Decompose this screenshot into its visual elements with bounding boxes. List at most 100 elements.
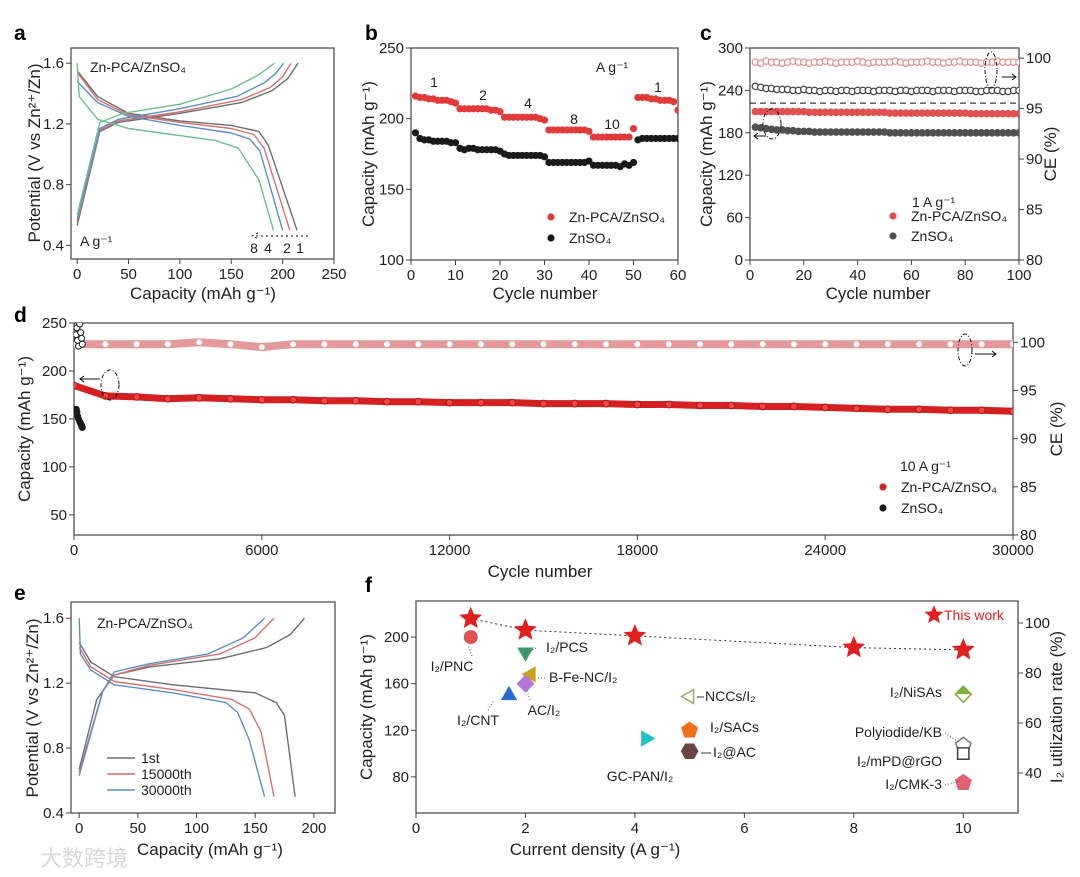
- x-tick-label: 30000: [992, 542, 1034, 559]
- reference-label: Polyiodide/KB: [855, 724, 942, 740]
- data-point: [758, 340, 767, 349]
- legend-star-icon-outline: [924, 605, 944, 624]
- y-tick-label: 1.2: [43, 675, 64, 692]
- y-axis-label: Capacity (mAh g⁻¹): [357, 634, 376, 780]
- reference-point-outline: [516, 674, 535, 693]
- axis-indicator-ellipse: [984, 51, 998, 89]
- data-point: [76, 323, 84, 328]
- y2-axis-label: CE (%): [1047, 402, 1066, 457]
- plot-area: [459, 606, 975, 790]
- y-tick-label: 150: [379, 181, 404, 198]
- panel-label-b: b: [365, 22, 378, 45]
- data-point: [77, 329, 85, 337]
- y-tick-label: 150: [42, 411, 67, 428]
- x-axis-label: Cycle number: [826, 284, 931, 303]
- data-point: [629, 124, 638, 133]
- data-point: [1015, 58, 1019, 66]
- panel-label-f: f: [365, 574, 373, 597]
- annotation-label: Zn-PCA/ZnSO₄: [97, 615, 193, 631]
- data-point: [664, 340, 673, 349]
- legend-label: Zn-PCA/ZnSO₄: [911, 208, 1007, 224]
- data-point: [195, 393, 204, 402]
- legend-label: Zn-PCA/ZnSO₄: [569, 209, 665, 225]
- right-arrow-icon: [975, 350, 997, 358]
- data-point: [1015, 109, 1019, 118]
- data-point: [257, 395, 266, 404]
- series-line: [78, 617, 266, 773]
- series-line: [76, 62, 275, 216]
- annotation-label: A g⁻¹: [80, 233, 113, 249]
- data-point: [883, 340, 892, 349]
- series-line: [76, 62, 285, 220]
- data-point: [101, 392, 110, 400]
- data-point: [727, 401, 736, 410]
- x-axis-label: Cycle number: [488, 562, 593, 581]
- x-tick-label: 40: [849, 267, 866, 284]
- data-point: [674, 134, 678, 143]
- plot-area: [750, 57, 1019, 137]
- panel-label-c: c: [700, 22, 712, 45]
- reference-point-outline: [681, 721, 699, 738]
- y-tick-label: 250: [379, 40, 404, 57]
- y-tick-label: 200: [42, 363, 67, 380]
- legend-label: ZnSO₄: [569, 230, 612, 246]
- data-point: [915, 340, 923, 349]
- data-point: [727, 340, 736, 349]
- data-point: [664, 400, 673, 409]
- data-point: [602, 340, 610, 349]
- x-tick-label: 50: [120, 266, 137, 283]
- data-point: [78, 334, 86, 342]
- data-point: [496, 108, 504, 116]
- annotation-label: 2: [283, 240, 291, 256]
- legend-marker: [879, 483, 887, 491]
- data-point: [508, 340, 517, 349]
- data-point: [78, 424, 86, 432]
- x-tick-label: 200: [270, 266, 295, 283]
- annotation-label: 4: [264, 240, 272, 256]
- data-point: [383, 340, 391, 349]
- plot-frame: [73, 322, 1014, 536]
- annotation-label: 1 A g⁻¹: [912, 194, 956, 210]
- y-tick-label: 60: [726, 210, 743, 227]
- reference-label: B-Fe-NC/I₂: [549, 669, 617, 685]
- data-point: [508, 398, 517, 407]
- y2-tick-label: 100: [1026, 50, 1051, 67]
- x-tick-label: 12000: [429, 542, 471, 559]
- this-work-star: [842, 635, 866, 658]
- data-point: [1015, 86, 1019, 95]
- reference-point: [463, 630, 478, 645]
- y-tick-label: 0.4: [43, 237, 64, 254]
- x-tick-label: 20: [795, 267, 812, 284]
- y2-tick-label: 95: [1026, 101, 1043, 118]
- data-point: [445, 398, 454, 407]
- x-tick-label: 30: [536, 267, 553, 284]
- data-point: [674, 106, 678, 114]
- reference-point-outline: [500, 685, 518, 701]
- y2-tick-label: 85: [1026, 202, 1043, 219]
- reference-point: [956, 747, 970, 761]
- y-tick-label: 160: [384, 676, 409, 693]
- annotation-label: Zn-PCA/ZnSO₄: [90, 59, 186, 75]
- data-point: [289, 340, 298, 349]
- data-point: [539, 399, 548, 408]
- data-point: [946, 340, 955, 349]
- legend-label: This work: [944, 607, 1005, 623]
- annotation-label: 10: [604, 116, 620, 132]
- y-tick-label: 180: [718, 125, 743, 142]
- annotation-label: 10 A g⁻¹: [900, 458, 951, 474]
- x-tick-label: 40: [581, 267, 598, 284]
- x-tick-label: 0: [412, 820, 420, 837]
- x-tick-label: 24000: [804, 542, 846, 559]
- data-point: [790, 340, 798, 349]
- chart-panel-a: 0 50 100 150 200 250 0.4 0.8 1.2 1.6 Capacity (mAh…: [25, 47, 347, 303]
- left-arrow-icon: [79, 375, 100, 383]
- data-point: [540, 116, 549, 124]
- y-tick-label: 0.8: [43, 177, 64, 194]
- data-point: [696, 401, 704, 410]
- data-point: [414, 340, 423, 349]
- annotation-label: 1: [296, 240, 304, 256]
- this-work-star: [459, 606, 483, 629]
- y-tick-label: 100: [379, 252, 404, 269]
- legend-marker: [889, 232, 897, 240]
- data-point: [257, 343, 266, 351]
